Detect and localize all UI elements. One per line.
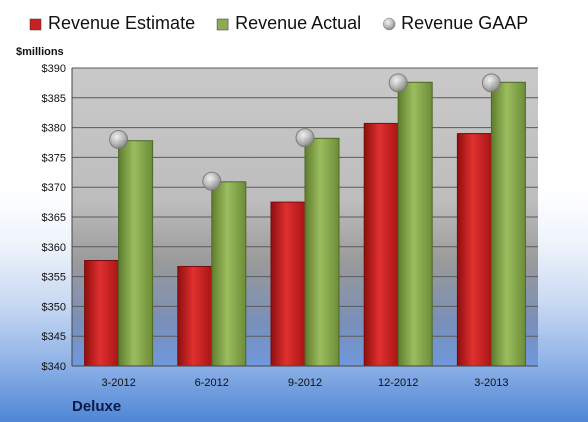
legend-swatch	[29, 18, 42, 31]
y-tick-label: $340	[42, 361, 66, 373]
bars	[84, 81, 526, 367]
y-tick-label: $380	[42, 123, 66, 135]
bar-revenue-estimate	[177, 265, 213, 367]
bar-revenue-actual	[211, 181, 247, 367]
y-tick-label: $385	[42, 93, 66, 105]
y-tick-label: $370	[42, 182, 66, 194]
bar-revenue-actual	[118, 140, 154, 367]
marker-revenue-gaap	[295, 128, 315, 148]
x-tick-label: 6-2012	[195, 377, 229, 389]
x-tick-label: 9-2012	[288, 377, 322, 389]
bar-revenue-actual	[304, 137, 340, 367]
company-name: Deluxe	[72, 398, 122, 415]
bar-revenue-estimate	[363, 122, 399, 367]
y-tick-label: $360	[42, 242, 66, 254]
marker-revenue-gaap	[202, 171, 222, 191]
y-tick-label: $390	[42, 63, 66, 75]
y-tick-label: $345	[42, 331, 66, 343]
legend-label: Revenue GAAP	[401, 13, 528, 33]
gaap-markers	[109, 73, 501, 191]
y-tick-label: $375	[42, 152, 66, 164]
marker-revenue-gaap	[109, 130, 129, 150]
legend-swatch	[216, 18, 229, 31]
y-tick-label: $350	[42, 301, 66, 313]
bar-revenue-estimate	[456, 133, 492, 367]
legend: Revenue Estimate Revenue Actual Revenue GA…	[29, 13, 528, 33]
marker-revenue-gaap	[481, 73, 501, 93]
x-tick-label: 12-2012	[378, 377, 418, 389]
bar-revenue-actual	[397, 81, 433, 367]
legend-label: Revenue Estimate	[48, 13, 195, 33]
bar-revenue-estimate	[270, 201, 306, 367]
y-tick-label: $365	[42, 212, 66, 224]
x-tick-label: 3-2012	[101, 377, 135, 389]
y-unit-label: $millions	[16, 46, 64, 58]
legend-label: Revenue Actual	[235, 13, 361, 33]
legend-swatch	[382, 17, 396, 31]
x-tick-label: 3-2013	[474, 377, 508, 389]
marker-revenue-gaap	[388, 73, 408, 93]
bar-revenue-estimate	[84, 260, 120, 367]
axes: $340 $345 $350 $355 $360 $365 $370 $375 $380 $385…	[42, 63, 538, 389]
y-tick-label: $355	[42, 272, 66, 284]
bar-revenue-actual	[490, 81, 526, 367]
